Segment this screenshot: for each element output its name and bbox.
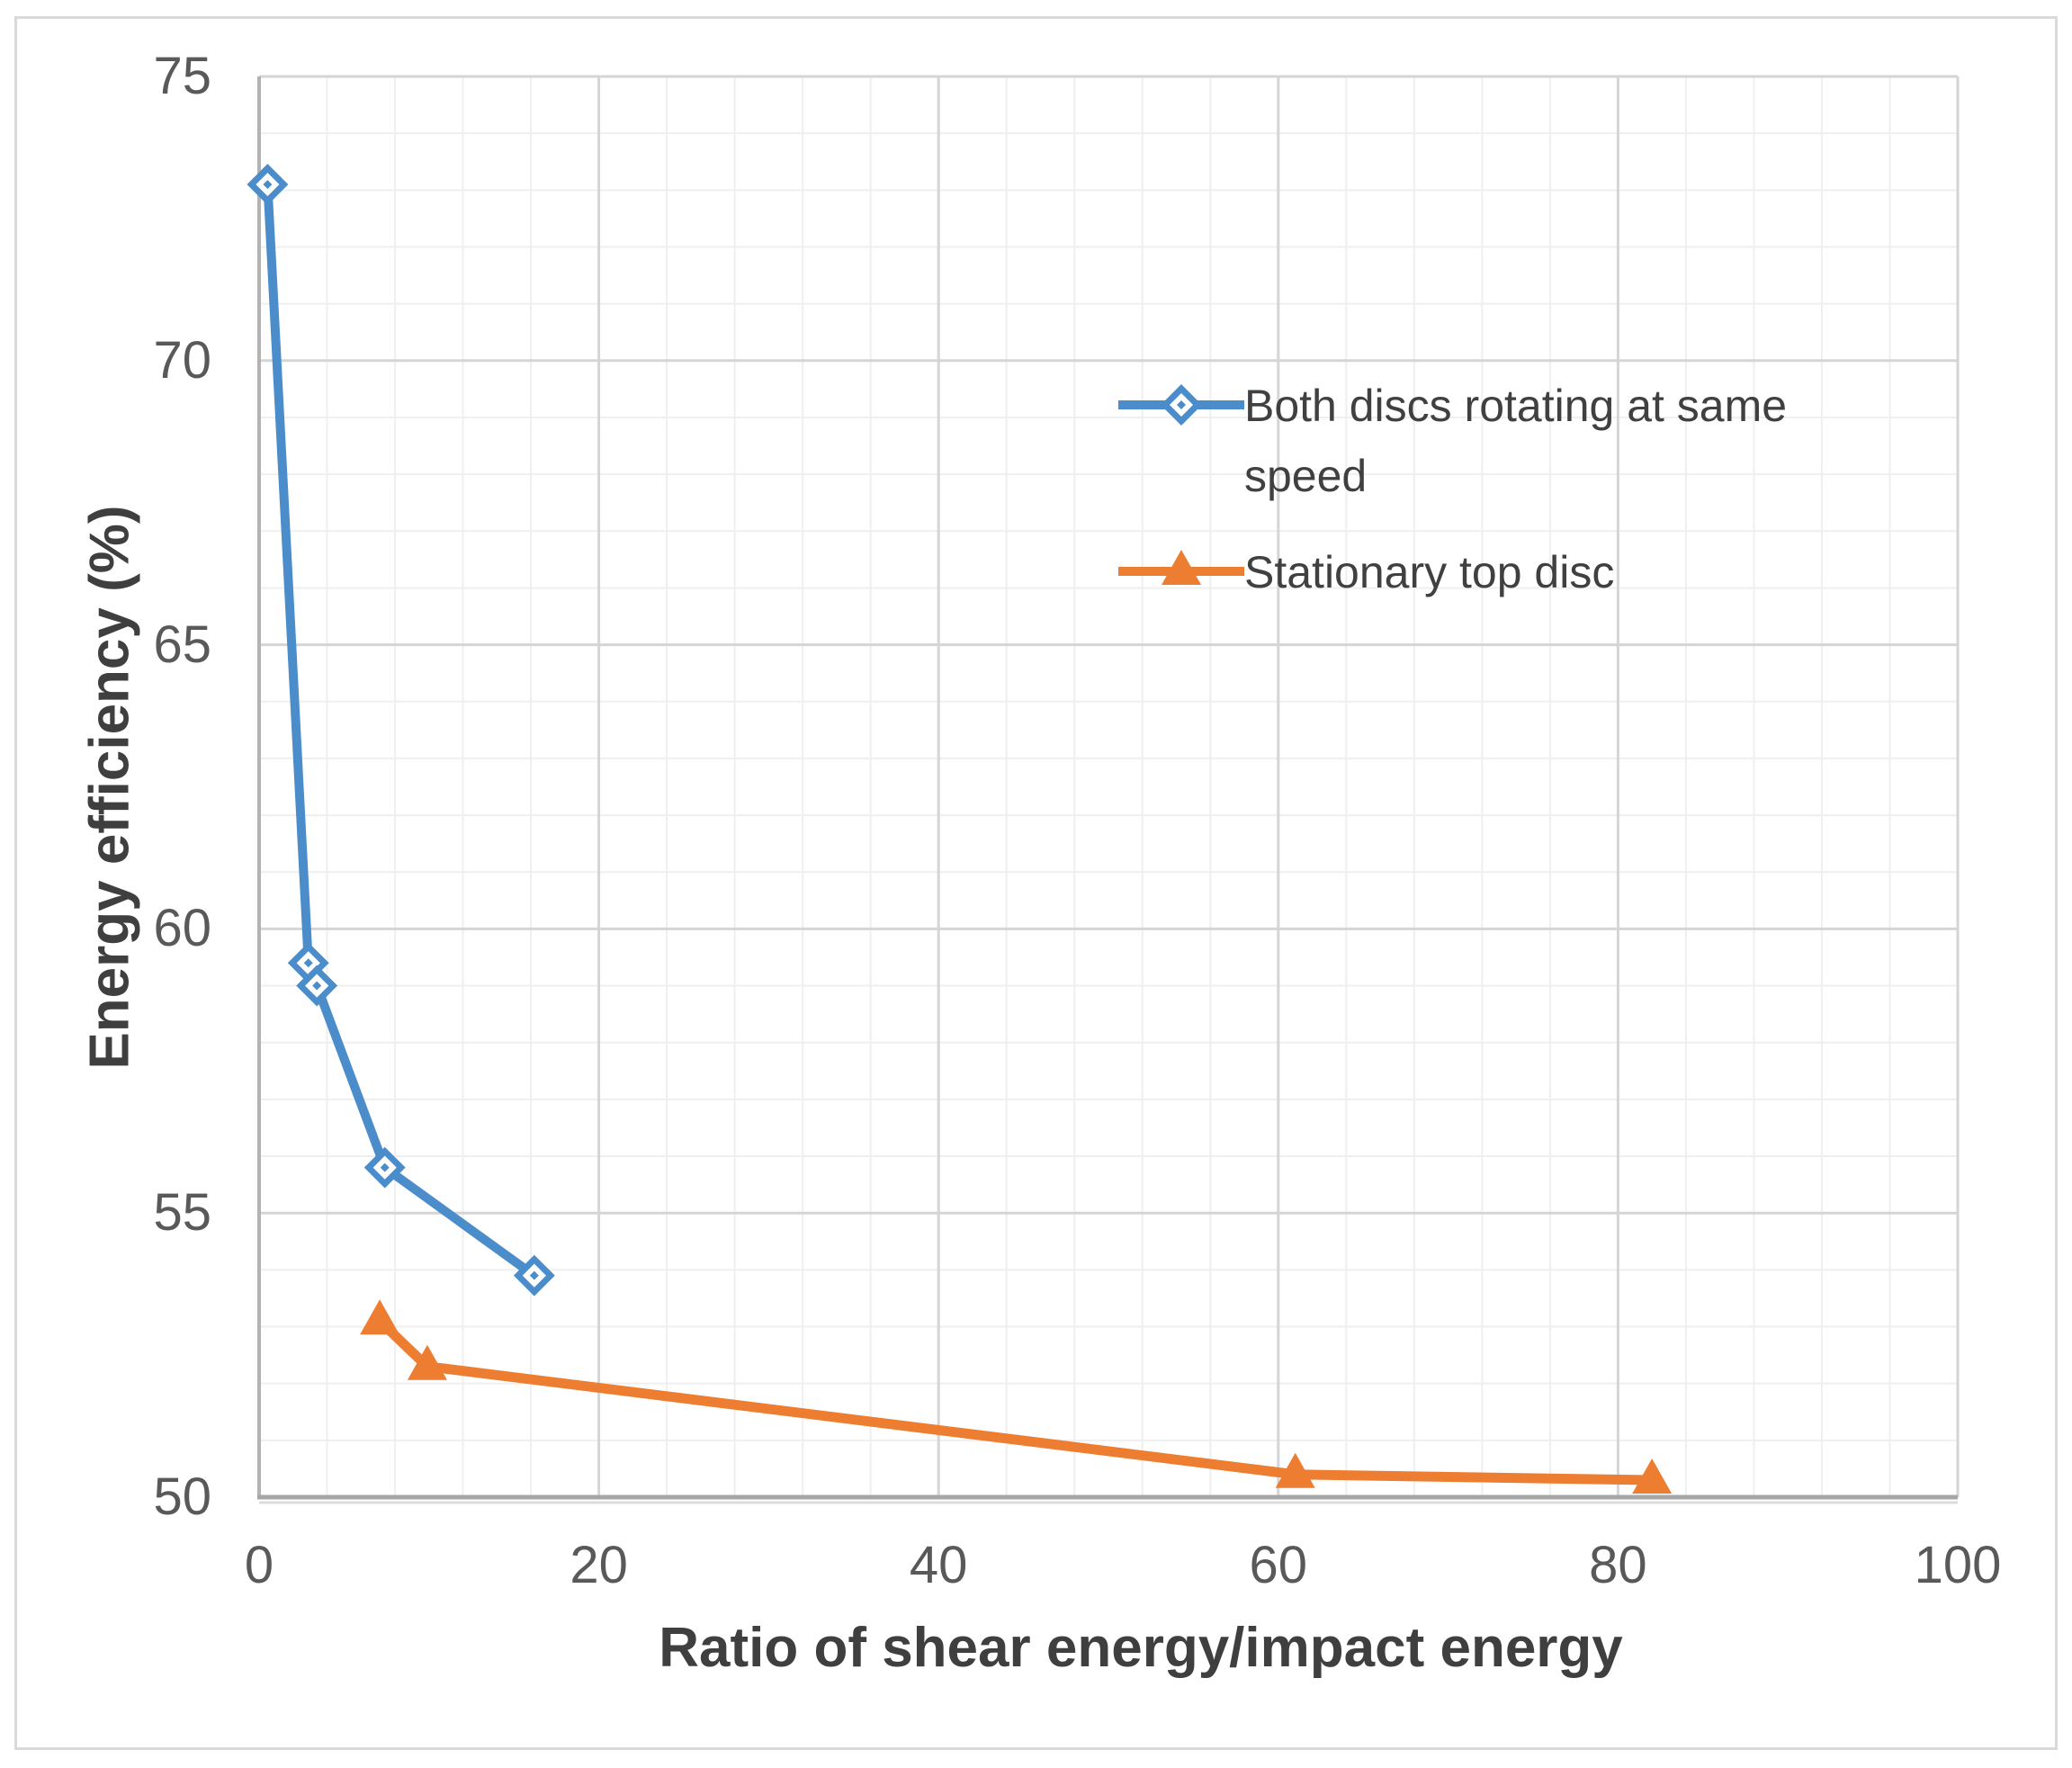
x-tick-label: 20 (570, 1536, 628, 1594)
series-1-line (263, 184, 537, 1279)
y-tick-label: 65 (153, 615, 211, 674)
gridlines-minor (259, 76, 1958, 1497)
x-tick-label: 80 (1589, 1536, 1647, 1594)
axis-lines (257, 76, 1958, 1504)
x-tick-label: 100 (1914, 1536, 2002, 1594)
series-1-markers (247, 164, 555, 1297)
legend-marker-series2-icon (1118, 550, 1244, 585)
y-tick-label: 55 (153, 1183, 211, 1243)
y-tick-label: 50 (153, 1467, 211, 1526)
y-tick-label: 60 (153, 899, 211, 958)
y-axis-title: Energy efficiency (%) (78, 505, 141, 1070)
legend-label-series1: Both discs rotating at same speed (1244, 381, 1788, 501)
series-2-line (376, 1317, 1653, 1485)
x-tick-label: 40 (909, 1536, 968, 1594)
legend-marker-series1-icon (1118, 384, 1244, 426)
legend-label-series2: Stationary top disc (1244, 547, 1615, 597)
gridlines-major (259, 75, 1960, 1497)
y-tick-label: 75 (153, 47, 211, 105)
x-axis-title: Ratio of shear energy/impact energy (659, 1617, 1623, 1679)
y-tick-label: 70 (153, 330, 211, 390)
x-tick-label: 60 (1249, 1536, 1308, 1594)
series-2-markers (360, 1299, 1673, 1494)
x-tick-label: 0 (244, 1536, 274, 1594)
